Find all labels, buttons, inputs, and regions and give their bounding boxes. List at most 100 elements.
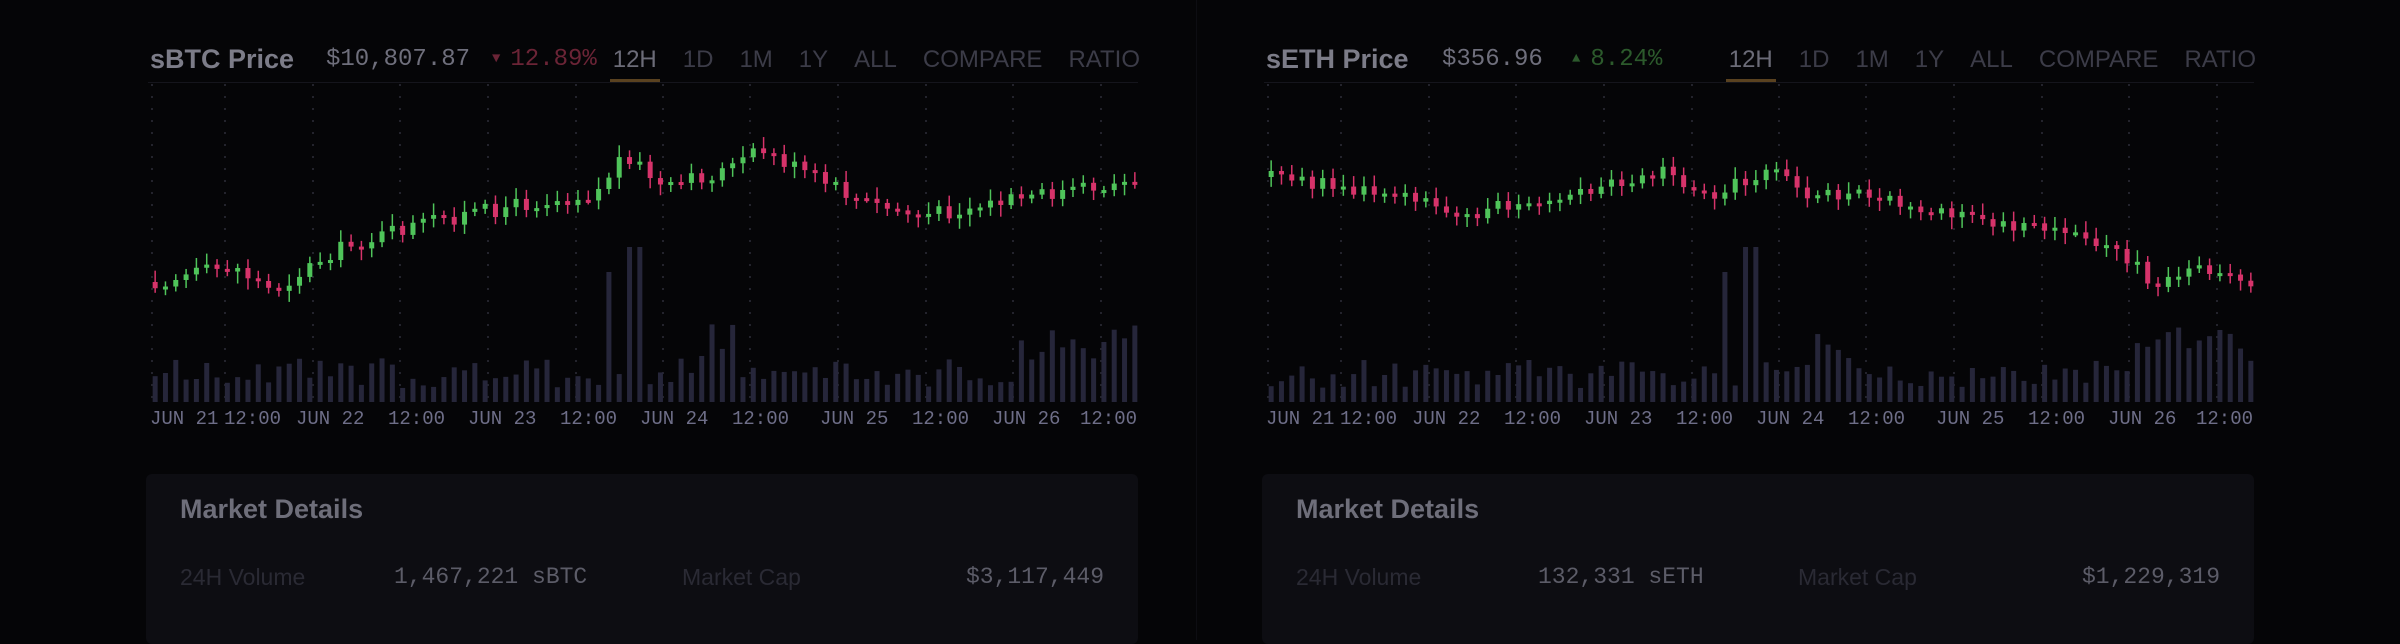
candle-body — [1866, 189, 1872, 198]
volume-bar — [2062, 368, 2068, 402]
candle-body — [1815, 195, 1821, 199]
tab-1d[interactable]: 1D — [682, 46, 714, 73]
candle-body — [2207, 265, 2213, 274]
candle-body — [2073, 232, 2079, 236]
volume-bar — [554, 387, 560, 402]
candle-body — [2083, 232, 2089, 239]
volume-bar — [544, 359, 550, 402]
candle-body — [1008, 194, 1014, 205]
volume-bar — [822, 377, 828, 402]
x-axis-label: 12:00 — [560, 408, 617, 430]
tab-all[interactable]: ALL — [1970, 46, 2013, 73]
volume-bar — [1278, 381, 1284, 402]
x-axis-label: 12:00 — [1340, 408, 1397, 430]
volume-label: 24H Volume — [180, 564, 306, 590]
tab-1d[interactable]: 1D — [1798, 46, 1830, 73]
candle-body — [1681, 175, 1687, 188]
candle-body — [1918, 206, 1924, 213]
x-axis-label: JUN 23 — [1584, 408, 1652, 430]
x-axis-label: JUN 24 — [640, 408, 708, 430]
tab-compare[interactable]: COMPARE — [2038, 46, 2159, 73]
volume-value: 132,331 sETH — [1538, 564, 1704, 590]
tab-1y[interactable]: 1Y — [798, 46, 829, 73]
market-cap-label: Market Cap — [1798, 564, 1917, 590]
tab-1m[interactable]: 1M — [1855, 46, 1889, 73]
candle-body — [761, 148, 767, 154]
candle-body — [2031, 223, 2037, 227]
candle-body — [1908, 206, 1914, 210]
candle-body — [1887, 195, 1893, 201]
volume-bar — [276, 366, 282, 402]
volume-bar — [286, 363, 292, 402]
volume-bar — [369, 363, 375, 402]
tab-ratio[interactable]: RATIO — [1068, 46, 1140, 73]
price-header: sETH Price $356.96 ▲ 8.24% 12H 1D 1M 1Y A… — [1266, 40, 2256, 82]
candle-body — [1029, 194, 1035, 199]
candle-body — [2196, 265, 2202, 269]
candle-body — [1268, 171, 1274, 177]
volume-bar — [1990, 376, 1996, 402]
x-axis-label: JUN 22 — [296, 408, 364, 430]
candle-body — [1299, 176, 1305, 181]
x-axis-label: JUN 26 — [992, 408, 1060, 430]
candlestick-chart[interactable]: JUN 21 12:00 JUN 22 12:00 JUN 23 12:00 JUN 24 1… — [150, 82, 1140, 430]
volume-bar — [462, 370, 468, 402]
volume-bar — [864, 378, 870, 402]
volume-bar — [730, 324, 736, 402]
volume-bar — [1794, 366, 1800, 402]
tab-12h[interactable]: 12H — [1725, 46, 1776, 82]
volume-bar — [2238, 348, 2244, 402]
candle-body — [431, 215, 437, 219]
tab-all[interactable]: ALL — [854, 46, 897, 73]
volume-bar — [895, 373, 901, 402]
candle-body — [2021, 223, 2027, 231]
volume-bar — [2124, 371, 2130, 402]
seth-panel: sETH Price $356.96 ▲ 8.24% 12H 1D 1M 1Y A… — [1262, 0, 2264, 644]
volume-bar — [1949, 376, 1955, 402]
tab-1y[interactable]: 1Y — [1914, 46, 1945, 73]
candle-body — [1938, 208, 1944, 214]
candle-body — [1701, 190, 1707, 194]
candle-body — [1969, 211, 1975, 215]
candle-body — [905, 210, 911, 215]
volume-bar — [678, 358, 684, 402]
candle-body — [297, 276, 303, 286]
tab-ratio[interactable]: RATIO — [2184, 46, 2256, 73]
tab-compare[interactable]: COMPARE — [922, 46, 1043, 73]
volume-value: 1,467,221 sBTC — [394, 564, 588, 590]
candle-body — [2176, 276, 2182, 280]
candle-body — [1846, 193, 1852, 200]
volume-bar — [1701, 366, 1707, 402]
caret-down-icon: ▼ — [492, 51, 501, 67]
volume-bar — [482, 380, 488, 402]
candle-body — [2238, 274, 2244, 281]
candle-body — [1629, 183, 1635, 187]
candle-body — [1835, 189, 1841, 200]
candle-body — [1557, 199, 1563, 203]
candle-body — [915, 214, 921, 218]
volume-bar — [1080, 348, 1086, 402]
volume-bar — [606, 272, 612, 402]
volume-bar — [513, 374, 519, 402]
candle-body — [482, 203, 488, 209]
volume-bar — [1371, 386, 1377, 402]
tab-1m[interactable]: 1M — [739, 46, 773, 73]
candle-body — [864, 198, 870, 202]
candle-body — [688, 173, 694, 183]
market-details-title: Market Details — [180, 494, 364, 524]
candle-body — [1330, 178, 1336, 189]
candle-body — [1743, 178, 1749, 186]
volume-bar — [1309, 378, 1315, 402]
volume-bar — [843, 363, 849, 402]
volume-bar — [1351, 374, 1357, 402]
candle-body — [647, 161, 653, 179]
candlestick-chart[interactable]: JUN 21 12:00 JUN 22 12:00 JUN 23 12:00 JUN 24 1… — [1266, 82, 2256, 430]
candle-body — [668, 182, 674, 186]
candle-body — [1804, 187, 1810, 199]
candle-body — [946, 206, 952, 219]
candle-body — [327, 260, 333, 264]
candle-body — [1049, 189, 1055, 199]
tab-12h[interactable]: 12H — [609, 46, 660, 82]
volume-bar — [657, 372, 663, 402]
candle-body — [843, 181, 849, 198]
